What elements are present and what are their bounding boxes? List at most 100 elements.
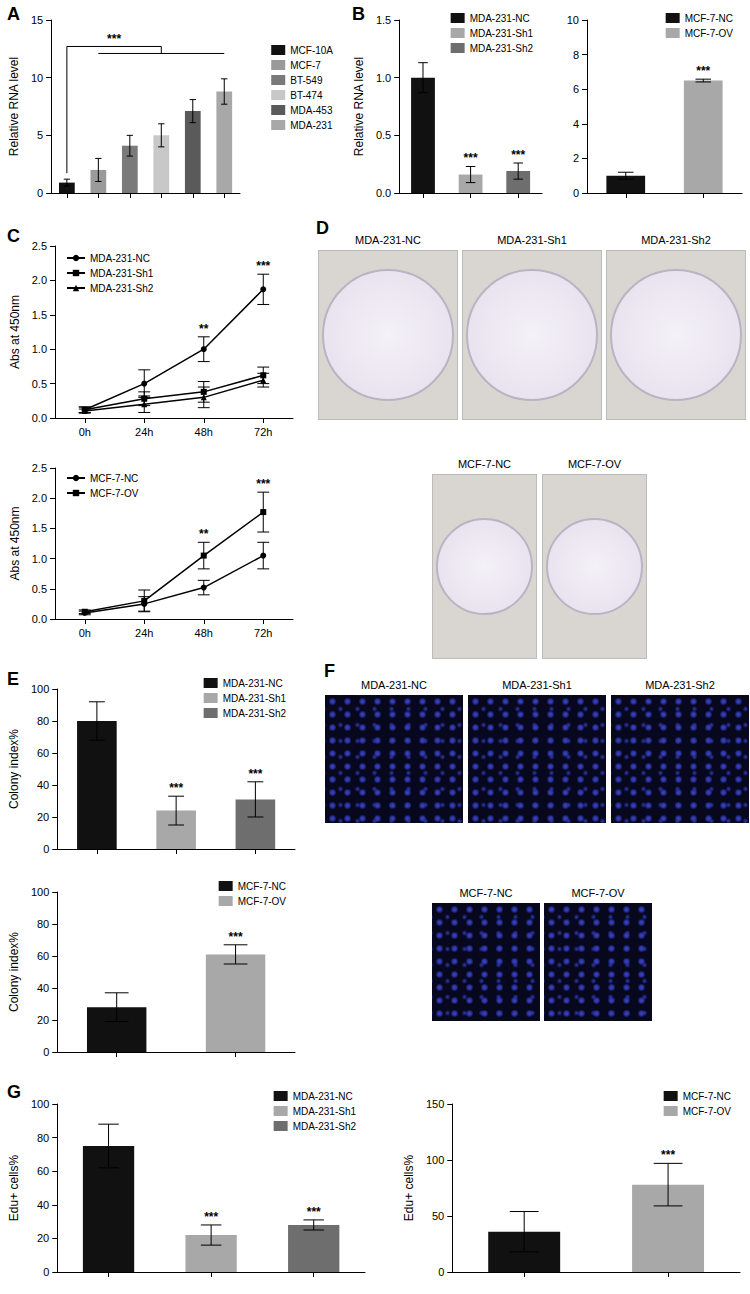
- svg-text:MCF-7-OV: MCF-7-OV: [90, 488, 139, 499]
- svg-text:100: 100: [31, 1098, 49, 1110]
- svg-text:0.5: 0.5: [32, 378, 47, 390]
- svg-text:***: ***: [661, 1148, 675, 1162]
- svg-text:6: 6: [573, 83, 579, 95]
- svg-text:MCF-10A: MCF-10A: [290, 45, 333, 56]
- svg-text:2.0: 2.0: [32, 492, 47, 504]
- svg-text:MCF-7-NC: MCF-7-NC: [683, 1091, 731, 1102]
- svg-text:***: ***: [169, 781, 183, 795]
- svg-text:MDA-231-Sh1: MDA-231-Sh1: [90, 268, 154, 279]
- svg-text:0: 0: [573, 187, 579, 199]
- svg-text:60: 60: [37, 950, 49, 962]
- svg-text:MCF-7-OV: MCF-7-OV: [238, 896, 287, 907]
- svg-text:MDA-453: MDA-453: [290, 105, 333, 116]
- svg-text:MDA-231-Sh2: MDA-231-Sh2: [90, 283, 154, 294]
- svg-text:20: 20: [37, 1014, 49, 1026]
- svg-text:A: A: [7, 4, 20, 24]
- svg-text:0: 0: [43, 1266, 49, 1278]
- svg-text:MDA-231-Sh1: MDA-231-Sh1: [293, 1106, 357, 1117]
- svg-text:1.0: 1.0: [32, 553, 47, 565]
- svg-text:1.5: 1.5: [376, 14, 391, 26]
- svg-text:2.0: 2.0: [32, 274, 47, 286]
- svg-text:40: 40: [37, 779, 49, 791]
- svg-text:MCF-7-NC: MCF-7-NC: [685, 13, 733, 24]
- svg-text:48h: 48h: [195, 627, 213, 639]
- svg-text:0.5: 0.5: [32, 583, 47, 595]
- svg-text:MCF-7-NC: MCF-7-NC: [90, 473, 138, 484]
- svg-text:50: 50: [432, 1210, 444, 1222]
- svg-text:MDA-231-Sh2: MDA-231-Sh2: [223, 708, 287, 719]
- svg-text:4: 4: [573, 118, 579, 130]
- svg-text:0h: 0h: [79, 627, 91, 639]
- svg-text:B: B: [352, 4, 365, 24]
- svg-text:C: C: [7, 226, 20, 246]
- svg-text:BT-549: BT-549: [290, 75, 323, 86]
- svg-text:***: ***: [256, 259, 270, 273]
- svg-text:60: 60: [37, 747, 49, 759]
- svg-text:Colony index%: Colony index%: [7, 932, 21, 1012]
- svg-text:80: 80: [37, 715, 49, 727]
- svg-text:2.5: 2.5: [32, 462, 47, 474]
- svg-text:**: **: [199, 322, 209, 336]
- svg-text:BT-474: BT-474: [290, 90, 323, 101]
- svg-text:15: 15: [31, 14, 43, 26]
- svg-text:80: 80: [37, 918, 49, 930]
- svg-text:***: ***: [229, 930, 243, 944]
- svg-text:***: ***: [248, 767, 262, 781]
- svg-text:***: ***: [511, 148, 525, 162]
- svg-text:150: 150: [426, 1098, 444, 1110]
- svg-text:1.0: 1.0: [32, 343, 47, 355]
- svg-text:40: 40: [37, 982, 49, 994]
- svg-text:0h: 0h: [79, 426, 91, 438]
- svg-text:MDA-231-NC: MDA-231-NC: [470, 13, 530, 24]
- svg-text:100: 100: [31, 683, 49, 695]
- svg-text:MDA-231-NC: MDA-231-NC: [293, 1091, 353, 1102]
- svg-text:0.0: 0.0: [32, 613, 47, 625]
- svg-text:E: E: [7, 669, 19, 689]
- svg-text:2.5: 2.5: [32, 240, 47, 252]
- svg-text:5: 5: [37, 129, 43, 141]
- svg-text:MDA-231-NC: MDA-231-NC: [223, 678, 283, 689]
- svg-text:1.0: 1.0: [376, 72, 391, 84]
- svg-text:20: 20: [37, 811, 49, 823]
- svg-text:***: ***: [307, 1205, 321, 1219]
- svg-text:***: ***: [696, 64, 710, 78]
- svg-text:Relative RNA level: Relative RNA level: [7, 57, 21, 156]
- svg-text:0: 0: [438, 1266, 444, 1278]
- svg-text:MCF-7-NC: MCF-7-NC: [238, 881, 286, 892]
- svg-text:0.5: 0.5: [376, 129, 391, 141]
- svg-text:***: ***: [204, 1210, 218, 1224]
- svg-text:**: **: [199, 527, 209, 541]
- svg-text:MCF-7: MCF-7: [290, 60, 321, 71]
- svg-text:MCF-7-OV: MCF-7-OV: [685, 28, 734, 39]
- svg-text:0: 0: [37, 187, 43, 199]
- svg-text:Relative RNA level: Relative RNA level: [352, 57, 366, 156]
- svg-text:72h: 72h: [254, 426, 272, 438]
- svg-text:100: 100: [426, 1154, 444, 1166]
- svg-text:0.0: 0.0: [32, 412, 47, 424]
- svg-text:2: 2: [573, 152, 579, 164]
- svg-text:***: ***: [256, 477, 270, 491]
- svg-text:Abs at 450nm: Abs at 450nm: [8, 506, 22, 580]
- svg-text:24h: 24h: [135, 627, 153, 639]
- svg-text:MDA-231-Sh1: MDA-231-Sh1: [470, 28, 534, 39]
- svg-text:MDA-231-Sh1: MDA-231-Sh1: [223, 693, 287, 704]
- svg-text:***: ***: [107, 32, 121, 46]
- svg-text:MCF-7-OV: MCF-7-OV: [683, 1106, 732, 1117]
- svg-text:0: 0: [43, 843, 49, 855]
- svg-text:72h: 72h: [254, 627, 272, 639]
- svg-text:10: 10: [31, 72, 43, 84]
- svg-text:1.5: 1.5: [32, 522, 47, 534]
- svg-text:80: 80: [37, 1132, 49, 1144]
- svg-text:10: 10: [567, 14, 579, 26]
- svg-text:Abs at 450nm: Abs at 450nm: [8, 295, 22, 369]
- svg-text:48h: 48h: [195, 426, 213, 438]
- svg-text:60: 60: [37, 1165, 49, 1177]
- svg-text:40: 40: [37, 1199, 49, 1211]
- svg-text:MDA-231-NC: MDA-231-NC: [90, 253, 150, 264]
- svg-text:Edu+ cells%: Edu+ cells%: [402, 1154, 416, 1221]
- svg-text:G: G: [7, 1082, 21, 1102]
- svg-text:24h: 24h: [135, 426, 153, 438]
- svg-text:MDA-231-Sh2: MDA-231-Sh2: [293, 1121, 357, 1132]
- svg-text:MDA-231: MDA-231: [290, 120, 333, 131]
- svg-text:100: 100: [31, 886, 49, 898]
